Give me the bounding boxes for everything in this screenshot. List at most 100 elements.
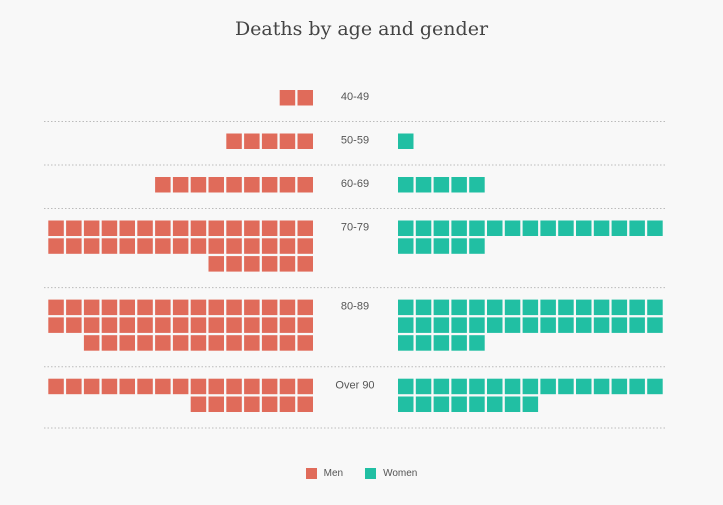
men-square-over-90 (190, 378, 207, 395)
women-square-over-90 (540, 378, 556, 395)
men-square-70-79 (137, 220, 153, 236)
women-square-over-90 (522, 378, 539, 395)
legend-swatch-women (365, 468, 377, 479)
men-square-80-89 (172, 317, 189, 333)
women-square-over-90 (558, 378, 574, 395)
men-square-70-79 (48, 220, 64, 236)
men-square-60-69 (297, 177, 313, 193)
men-square-80-89 (172, 299, 189, 316)
men-square-80-89 (119, 317, 135, 333)
women-square-80-89 (451, 335, 467, 351)
men-square-80-89 (226, 299, 242, 316)
men-square-80-89 (172, 335, 189, 351)
women-square-over-90 (433, 396, 450, 412)
women-square-80-89 (576, 299, 592, 316)
women-square-80-89 (504, 317, 521, 333)
women-square-over-90 (504, 396, 521, 412)
men-square-80-89 (190, 299, 207, 316)
women-square-over-90 (451, 378, 467, 395)
men-square-80-89 (244, 299, 260, 316)
men-square-80-89 (48, 317, 64, 333)
women-square-over-90 (469, 396, 485, 412)
men-square-over-90 (226, 378, 242, 395)
men-square-70-79 (119, 238, 135, 254)
men-square-70-79 (226, 220, 242, 236)
women-square-80-89 (451, 299, 467, 316)
men-square-over-90 (208, 396, 224, 412)
men-square-80-89 (119, 299, 135, 316)
men-square-over-90 (279, 378, 296, 395)
women-square-80-89 (433, 317, 450, 333)
legend-label-women: Women (383, 468, 418, 479)
women-square-70-79 (629, 220, 645, 236)
men-square-over-90 (279, 396, 296, 412)
women-square-70-79 (398, 220, 414, 236)
women-square-over-90 (415, 378, 432, 395)
women-square-over-90 (522, 396, 539, 412)
women-square-80-89 (469, 299, 485, 316)
women-square-70-79 (558, 220, 574, 236)
men-square-70-79 (83, 238, 100, 254)
men-square-80-89 (297, 317, 313, 333)
legend-item-men: Men (305, 468, 343, 479)
women-square-80-89 (398, 299, 414, 316)
men-square-70-79 (261, 256, 278, 272)
men-square-70-79 (279, 256, 296, 272)
men-square-80-89 (48, 299, 64, 316)
men-square-80-89 (101, 335, 118, 351)
men-square-70-79 (101, 238, 118, 254)
men-square-over-90 (48, 378, 64, 395)
age-label-over-90: Over 90 (335, 380, 374, 392)
men-square-80-89 (244, 317, 260, 333)
age-label-80-89: 80-89 (341, 301, 369, 313)
men-square-70-79 (244, 256, 260, 272)
men-square-80-89 (226, 335, 242, 351)
men-square-80-89 (261, 317, 278, 333)
women-square-80-89 (540, 317, 556, 333)
women-square-60-69 (398, 177, 414, 193)
men-square-over-90 (190, 396, 207, 412)
women-square-60-69 (433, 177, 450, 193)
men-square-70-79 (190, 220, 207, 236)
men-square-70-79 (119, 220, 135, 236)
women-square-over-90 (451, 396, 467, 412)
men-square-70-79 (155, 220, 171, 236)
men-square-70-79 (83, 220, 100, 236)
men-square-over-90 (226, 396, 242, 412)
women-square-80-89 (522, 299, 539, 316)
men-square-50-59 (261, 133, 278, 149)
men-square-70-79 (297, 238, 313, 254)
men-square-80-89 (279, 317, 296, 333)
men-square-over-90 (155, 378, 171, 395)
men-square-80-89 (137, 299, 153, 316)
men-square-60-69 (190, 177, 207, 193)
men-square-over-90 (208, 378, 224, 395)
women-square-over-90 (611, 378, 628, 395)
men-square-50-59 (297, 133, 313, 149)
men-square-over-90 (261, 378, 278, 395)
legend-item-women: Women (365, 468, 417, 479)
men-square-70-79 (279, 220, 296, 236)
women-square-70-79 (469, 220, 485, 236)
women-square-70-79 (451, 238, 467, 254)
men-square-80-89 (101, 317, 118, 333)
men-square-80-89 (66, 317, 82, 333)
women-square-80-89 (398, 335, 414, 351)
men-square-50-59 (244, 133, 260, 149)
women-square-80-89 (415, 335, 432, 351)
women-square-80-89 (558, 317, 574, 333)
women-square-70-79 (415, 238, 432, 254)
women-square-60-69 (451, 177, 467, 193)
women-square-70-79 (540, 220, 556, 236)
men-square-70-79 (66, 238, 82, 254)
women-square-80-89 (469, 317, 485, 333)
men-square-over-90 (172, 378, 189, 395)
women-square-70-79 (576, 220, 592, 236)
women-square-70-79 (611, 220, 628, 236)
men-square-70-79 (172, 220, 189, 236)
men-square-80-89 (83, 335, 100, 351)
women-square-80-89 (487, 317, 503, 333)
women-square-80-89 (469, 335, 485, 351)
women-square-80-89 (611, 299, 628, 316)
